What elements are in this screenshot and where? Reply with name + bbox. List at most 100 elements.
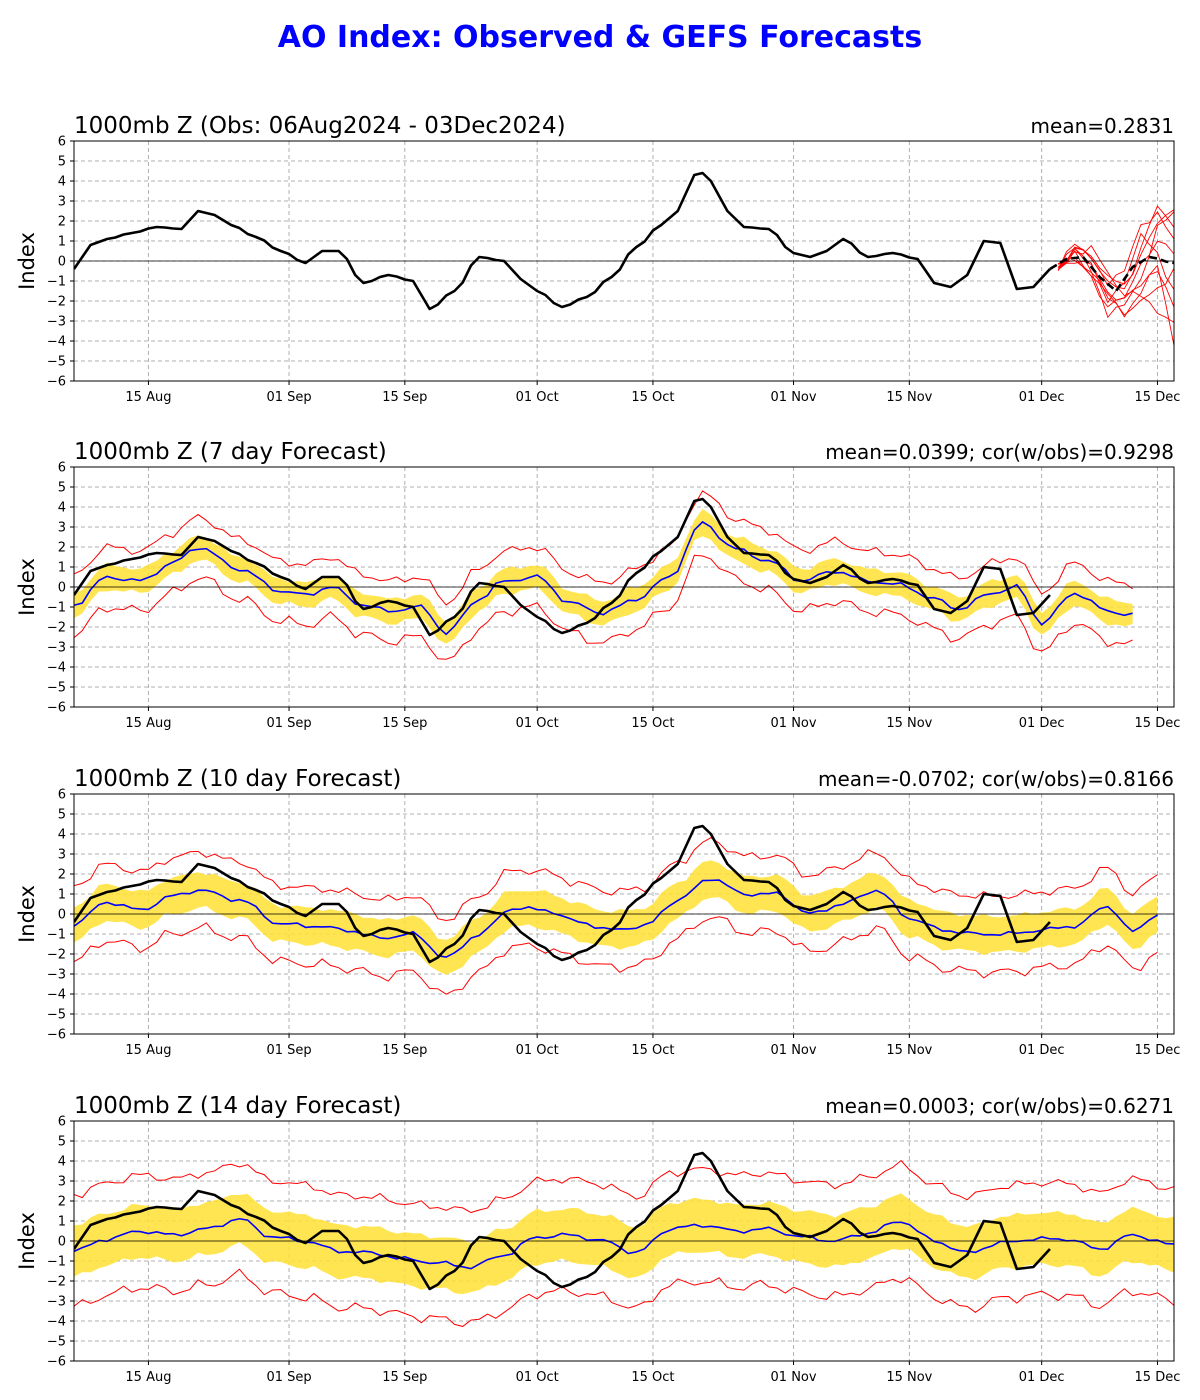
y-tick-label: 0 [58,1235,66,1250]
ensemble-member-line [1058,232,1174,304]
x-tick-label: 01 Nov [771,1043,817,1058]
x-tick-label: 01 Dec [1019,1370,1065,1385]
x-tick-label: 15 Oct [631,1043,674,1058]
y-tick-label: 4 [58,828,66,843]
axes-frame [73,793,1175,1035]
y-tick-label: −3 [47,641,66,656]
y-tick-label: 5 [58,481,66,496]
y-tick-label: 1 [58,235,66,250]
y-tick-label: −6 [47,701,66,716]
observed-line [74,497,1051,637]
y-tick-label: −4 [47,335,66,350]
ensemble-member-line [1057,205,1174,290]
axes-frame [73,140,1175,382]
y-tick-label: −6 [47,1355,66,1370]
observed-line [74,1151,1051,1291]
x-tick-label: 15 Nov [886,1370,932,1385]
y-axis-label: Index [15,232,39,290]
panel-3: 1000mb Z (10 day Forecast) mean=-0.0702; … [15,766,1180,1058]
x-tick-label: 15 Sep [382,1370,427,1385]
x-tick-label: 15 Oct [631,390,674,405]
y-tick-label: −4 [47,1315,66,1330]
panel-title: 1000mb Z (7 day Forecast) [74,439,387,465]
observed-line [74,824,1051,964]
panel-2: 1000mb Z (7 day Forecast) mean=0.0399; co… [15,439,1180,731]
plot-area [74,824,1174,995]
y-tick-label: 6 [58,461,66,476]
x-tick-label: 01 Oct [516,390,559,405]
x-tick-label: 15 Dec [1135,390,1181,405]
y-tick-label: −1 [47,275,66,290]
panel-stat: mean=0.2831 [1031,114,1174,138]
y-axis-label: Index [15,1212,39,1270]
x-tick-label: 15 Dec [1135,716,1181,731]
y-tick-label: 0 [58,581,66,596]
ensemble-member-line [1057,250,1174,308]
x-tick-label: 01 Nov [771,1370,817,1385]
axes-frame [73,1120,1175,1362]
upper-extreme-line [74,1159,1174,1214]
y-tick-label: 6 [58,788,66,803]
panel-4: 1000mb Z (14 day Forecast) mean=0.0003; c… [15,1093,1180,1385]
plot-area [74,490,1174,660]
upper-extreme-line [74,837,1158,922]
x-tick-label: 01 Nov [771,390,817,405]
forecast-mean-dashed-line [1049,255,1174,293]
x-tick-label: 01 Oct [516,716,559,731]
x-tick-label: 15 Aug [125,390,171,405]
y-tick-label: −2 [47,295,66,310]
panel-1: 1000mb Z (Obs: 06Aug2024 - 03Dec2024) mea… [15,113,1180,405]
x-tick-label: 15 Oct [631,716,674,731]
panel-stat: mean=-0.0702; cor(w/obs)=0.8166 [818,767,1174,791]
y-tick-label: −4 [47,661,66,676]
y-tick-label: −3 [47,1295,66,1310]
y-tick-label: −1 [47,928,66,943]
x-tick-label: 01 Dec [1019,390,1065,405]
x-tick-label: 01 Sep [266,1370,311,1385]
spread-band [74,508,1133,644]
y-tick-label: −5 [47,1008,66,1023]
y-tick-label: −2 [47,621,66,636]
y-tick-label: −5 [47,1335,66,1350]
x-tick-label: 01 Nov [771,716,817,731]
ensemble-member-line [1057,211,1174,287]
x-tick-label: 15 Sep [382,716,427,731]
panel-title: 1000mb Z (Obs: 06Aug2024 - 03Dec2024) [74,113,566,139]
y-tick-label: 3 [58,1175,66,1190]
panel-stat: mean=0.0399; cor(w/obs)=0.9298 [825,440,1174,464]
y-tick-label: −2 [47,948,66,963]
x-tick-label: 15 Sep [382,390,427,405]
axes-frame [73,466,1175,708]
y-tick-label: −3 [47,315,66,330]
y-tick-label: 2 [58,541,66,556]
lower-extreme-line [74,1268,1174,1327]
y-tick-label: 3 [58,195,66,210]
spread-band [74,860,1158,975]
plot-area [74,1151,1174,1327]
y-tick-label: 2 [58,215,66,230]
x-tick-label: 15 Dec [1135,1370,1181,1385]
x-tick-label: 01 Sep [266,716,311,731]
x-tick-label: 15 Aug [125,1370,171,1385]
ensemble-member-line [1058,244,1174,323]
y-tick-label: −1 [47,1255,66,1270]
y-tick-label: 0 [58,908,66,923]
y-tick-label: 6 [58,135,66,150]
y-tick-label: −3 [47,968,66,983]
observed-line [74,171,1051,311]
y-tick-label: 0 [58,255,66,270]
x-tick-label: 01 Sep [266,1043,311,1058]
y-tick-label: 3 [58,848,66,863]
y-tick-label: 2 [58,1195,66,1210]
panel-stat: mean=0.0003; cor(w/obs)=0.6271 [825,1094,1174,1118]
y-tick-label: 4 [58,175,66,190]
y-tick-label: 3 [58,521,66,536]
y-tick-label: −1 [47,601,66,616]
lower-extreme-line [74,554,1133,660]
y-tick-label: −5 [47,355,66,370]
y-tick-label: −5 [47,681,66,696]
ensemble-member-line [1057,211,1174,319]
x-tick-label: 15 Nov [886,716,932,731]
x-tick-label: 15 Nov [886,1043,932,1058]
